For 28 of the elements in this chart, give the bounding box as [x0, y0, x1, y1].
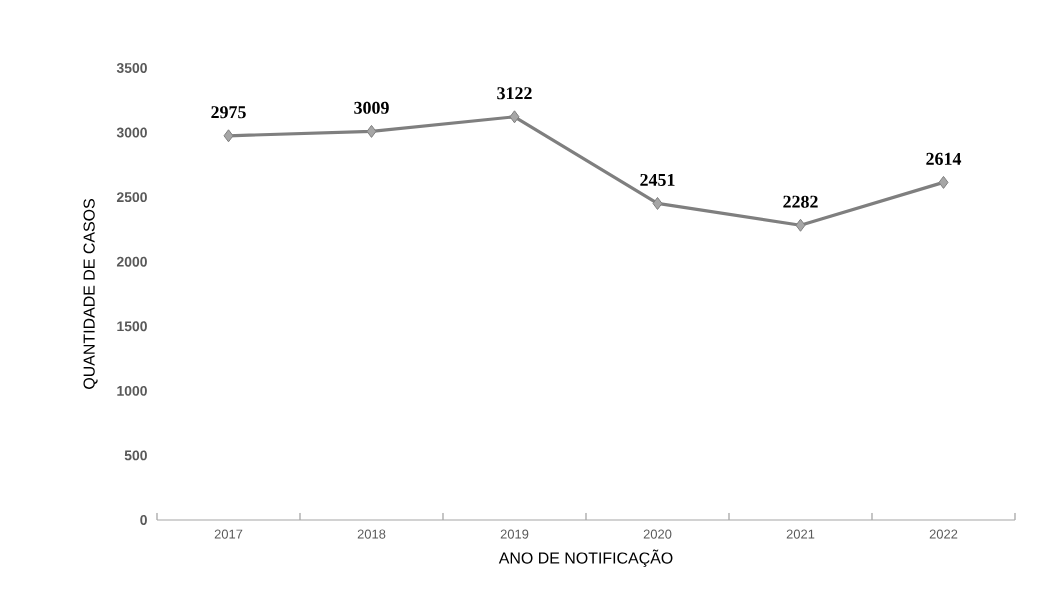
x-tick-label: 2019	[500, 529, 529, 539]
point	[223, 129, 234, 143]
point	[366, 124, 377, 138]
y-tick-label: 2000	[116, 256, 147, 267]
point	[652, 196, 663, 210]
x-axis-title: ANO DE NOTIFICAÇÃO	[498, 549, 673, 567]
y-tick-label: 2500	[116, 192, 147, 203]
data-label: 3009	[354, 101, 389, 114]
x-tick-label: 2022	[929, 529, 958, 539]
point	[938, 175, 949, 189]
data-label: 3122	[497, 87, 532, 100]
y-tick-label: 3000	[116, 127, 147, 138]
x-tick-label: 2017	[214, 529, 243, 539]
data-label: 2451	[640, 173, 675, 186]
data-label: 2614	[926, 152, 962, 165]
y-tick-label: 500	[124, 450, 147, 461]
point	[795, 218, 806, 232]
point	[509, 110, 520, 124]
x-tick-label: 2018	[357, 529, 386, 539]
y-tick-label: 0	[140, 515, 147, 525]
y-axis-title: QUANTIDADE DE CASOS	[83, 199, 98, 389]
y-tick-label: 1500	[117, 321, 147, 332]
y-tick-label: 1000	[117, 385, 147, 396]
data-label: 2282	[783, 195, 818, 208]
x-tick-label: 2021	[786, 529, 815, 539]
data-label: 2975	[211, 106, 246, 119]
y-tick-label: 3500	[116, 63, 147, 73]
x-tick-label: 2020	[643, 529, 672, 539]
